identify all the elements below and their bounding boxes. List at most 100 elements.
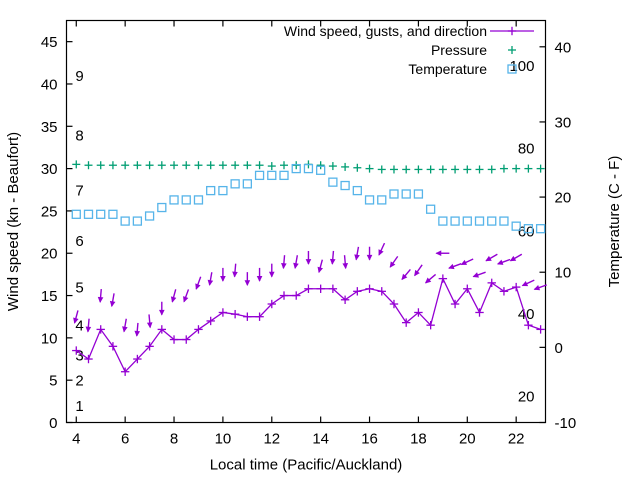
square-marker [254,170,265,181]
square-marker [377,195,387,205]
plus-marker [536,164,545,173]
square-marker [242,179,252,189]
arrow-head [329,258,336,265]
arrow-head [342,263,349,270]
y-tick-label: 40 [41,76,58,93]
arrow-head [268,271,275,278]
plus-marker [72,346,81,355]
y-tick-label: 5 [49,373,57,390]
wind-direction-arrow [485,253,498,262]
x-tick-label: 16 [361,431,378,448]
plus-marker [353,163,362,172]
x-tick-label: 14 [312,431,329,448]
arrow-head [472,272,479,278]
plus-marker [450,299,460,309]
plus-marker [426,165,435,174]
arrow-head [158,309,165,316]
wind-direction-arrow [354,246,360,261]
plus-marker [120,367,130,376]
square-marker [267,170,277,181]
plus-marker [218,161,227,170]
square-marker [144,211,155,221]
plus-marker [508,46,516,54]
y2-tick-label: 30 [555,114,572,131]
arrow-head [73,317,79,324]
y2-tick-label: 0 [555,340,563,357]
fahrenheit-label: 60 [518,223,535,240]
plus-marker [267,299,276,309]
wind-direction-arrow [305,250,312,265]
square-marker [169,195,179,205]
square-marker [181,195,191,205]
plus-marker [511,282,521,292]
wind-direction-arrow [448,263,462,270]
series-gusts [73,242,547,337]
wind-direction-arrow [158,301,165,316]
plus-marker [255,312,264,321]
plus-marker [328,284,338,293]
plus-marker [182,335,191,344]
beaufort-label: 9 [75,68,83,85]
arrow-head [533,284,541,291]
square-marker [279,170,289,181]
wind-direction-arrow [293,255,299,270]
plus-marker [194,161,203,170]
plus-marker [365,284,374,293]
square-marker [291,163,301,174]
plus-marker [536,325,545,334]
plus-marker [230,309,240,319]
arrow-head [207,279,214,286]
arrow-head [183,296,189,303]
plus-marker [206,316,215,326]
y-tick-label: 20 [41,246,58,263]
wind-direction-arrow [521,279,535,287]
square-marker [218,185,228,196]
square-marker [535,224,546,234]
beaufort-label: 5 [75,280,83,297]
y2-axis-title: Temperature (C - F) [606,156,623,288]
x-tick-label: 6 [121,431,129,448]
x-tick-label: 22 [508,431,525,448]
plus-marker [267,162,276,171]
y2-tick-label: -10 [555,415,577,432]
square-marker [389,189,399,199]
wind-direction-arrow [281,255,287,270]
y-tick-label: 0 [49,415,57,432]
plus-marker [292,291,301,300]
plus-marker [243,161,252,170]
plus-marker [463,284,472,293]
wind-direction-arrow [389,255,399,268]
square-marker [507,64,517,74]
beaufort-scale-labels: 1 2 3 4 5 6 7 8 9 [75,68,83,415]
plus-marker [170,161,179,170]
series-temperature [71,163,546,234]
plus-marker [72,160,81,169]
wind-direction-arrow [146,314,153,329]
plus-marker [328,162,337,171]
square-marker [401,189,411,199]
y-tick-label: 30 [41,161,58,178]
arrow-head [220,275,226,282]
plus-marker [108,342,118,351]
square-marker [511,221,521,231]
arrow-head [354,254,360,261]
plus-marker [316,284,325,293]
square-marker [303,163,314,174]
wind-direction-arrow [435,250,450,257]
y-tick-label: 10 [41,330,58,347]
square-marker [450,216,460,226]
plus-marker [451,165,460,174]
plot-border [65,19,547,424]
square-marker [108,209,118,219]
plus-marker [96,325,105,334]
plus-marker [316,161,325,170]
arrow-head [509,255,517,262]
plus-marker [426,320,435,330]
arrow-head [293,262,299,270]
wind-direction-arrow [496,258,511,265]
arrow-head [256,275,263,282]
square-marker [132,216,143,226]
plus-marker [340,295,350,304]
plus-marker [524,320,533,330]
